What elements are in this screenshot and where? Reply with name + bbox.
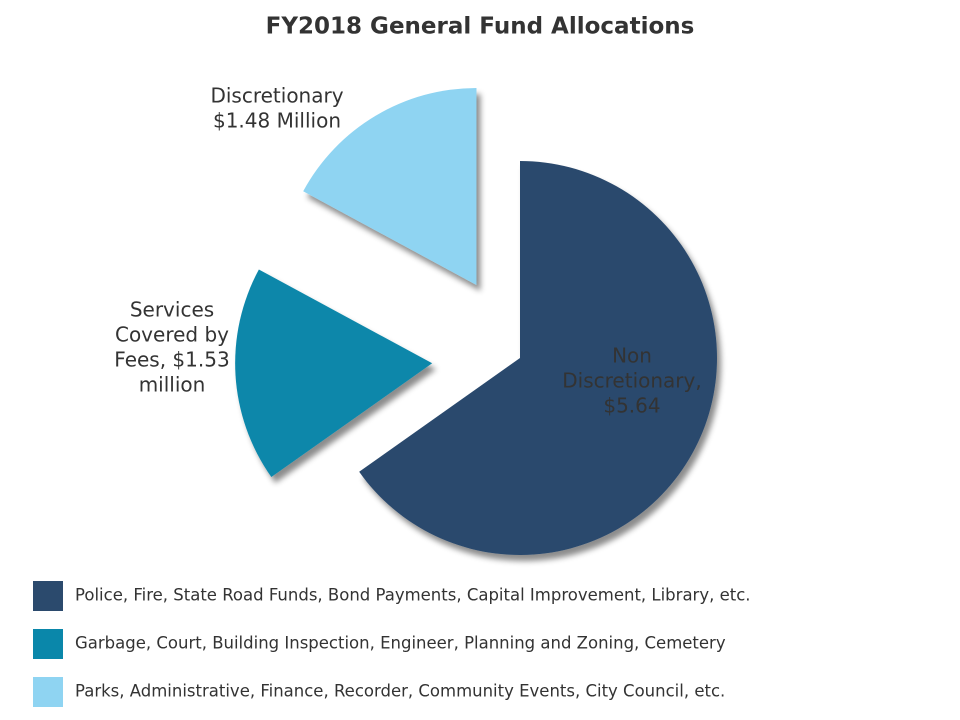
legend-label: Parks, Administrative, Finance, Recorder… (75, 682, 725, 701)
slice-label: million (139, 373, 206, 397)
legend-swatch (33, 629, 63, 659)
pie-slice (235, 269, 433, 478)
legend-label: Police, Fire, State Road Funds, Bond Pay… (75, 586, 751, 605)
pie-slice (359, 161, 717, 555)
slice-label: Fees, $1.53 (114, 348, 229, 372)
legend-swatch (33, 677, 63, 707)
slice-label: Covered by (115, 323, 229, 347)
chart-title: FY2018 General Fund Allocations (266, 14, 695, 40)
slice-label: Discretionary, (562, 369, 701, 393)
slice-label: $1.48 Million (213, 109, 341, 133)
legend-label: Garbage, Court, Building Inspection, Eng… (75, 634, 726, 653)
slice-label: Services (130, 298, 214, 322)
legend-swatch (33, 581, 63, 611)
slice-label: Discretionary (210, 84, 343, 108)
slice-label: $5.64 (603, 394, 660, 418)
slice-label: Non (612, 344, 652, 368)
pie-slice (303, 87, 477, 285)
